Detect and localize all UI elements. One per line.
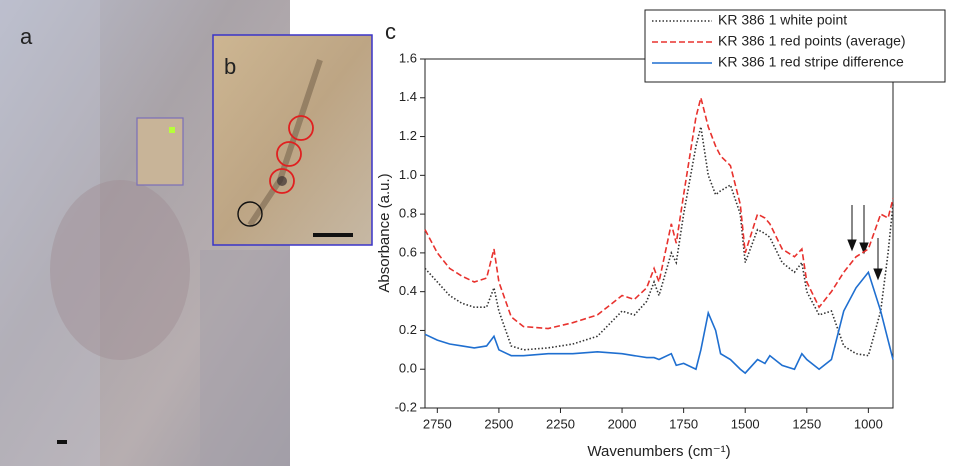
x-tick-label: 2000 (608, 416, 637, 431)
y-tick-label: 0.8 (399, 206, 417, 221)
y-tick-label: 1.4 (399, 89, 417, 104)
y-tick-label: 0.4 (399, 283, 417, 298)
legend-label: KR 386 1 white point (718, 12, 847, 28)
series-line (424, 270, 894, 375)
x-tick-label: 1750 (669, 416, 698, 431)
plot-frame (424, 58, 894, 409)
legend-label: KR 386 1 red stripe difference (718, 54, 904, 70)
y-tick-label: 0.2 (399, 322, 417, 337)
y-tick-label: 0.0 (399, 361, 417, 376)
y-tick-label: -0.2 (395, 399, 417, 414)
legend-label: KR 386 1 red points (average) (718, 33, 906, 49)
panel-label: c (385, 19, 396, 44)
y-axis-label: Absorbance (a.u.) (376, 173, 393, 292)
y-tick-label: 1.2 (399, 128, 417, 143)
panel-label: b (224, 54, 236, 79)
x-tick-label: 2250 (546, 416, 575, 431)
x-tick-label: 1000 (854, 416, 883, 431)
x-tick-label: 1250 (792, 416, 821, 431)
legend (644, 9, 946, 83)
series-line (424, 97, 894, 330)
x-axis-label: Wavenumbers (cm⁻¹) (587, 443, 730, 460)
photo-b (212, 34, 373, 246)
panel-label: a (20, 24, 33, 49)
y-tick-label: 1.0 (399, 167, 417, 182)
y-tick-label: 1.6 (399, 50, 417, 65)
x-tick-label: 2500 (484, 416, 513, 431)
x-tick-label: 2750 (423, 416, 452, 431)
y-tick-label: 0.6 (399, 244, 417, 259)
series-line (424, 126, 894, 357)
x-tick-label: 1500 (731, 416, 760, 431)
arrows (847, 205, 883, 281)
